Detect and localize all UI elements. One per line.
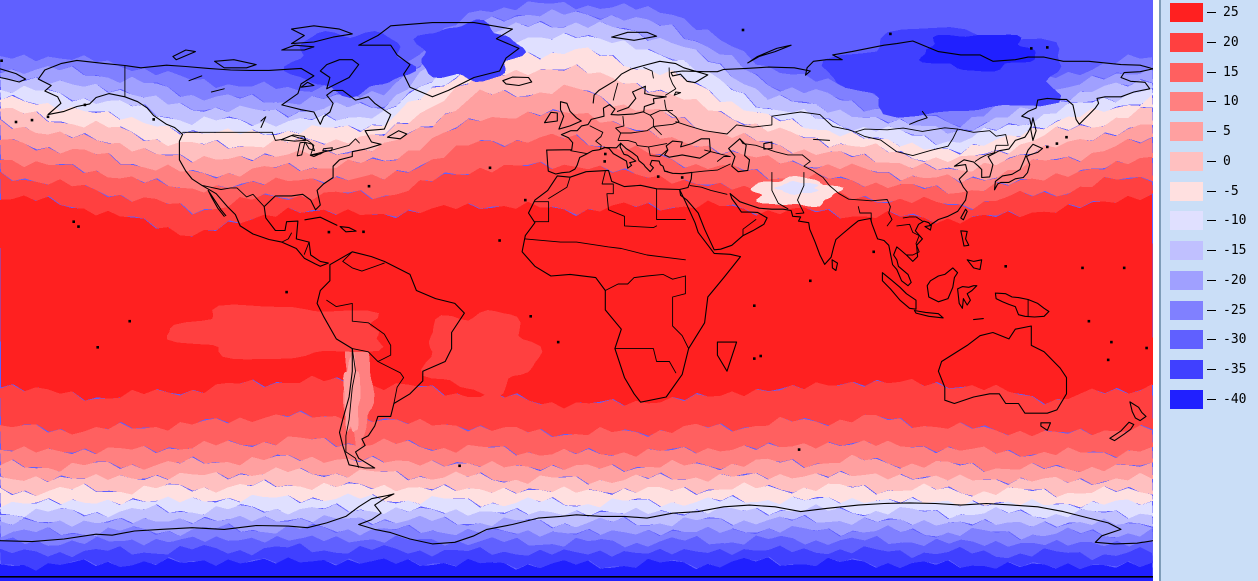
legend-swatch (1170, 151, 1203, 171)
legend-label: -20 (1223, 272, 1247, 288)
legend-tick (1207, 339, 1216, 341)
legend-label: 15 (1223, 64, 1239, 80)
legend-tick (1207, 101, 1216, 103)
legend-tick (1207, 398, 1216, 400)
legend-tick (1207, 71, 1216, 73)
world-temperature-map (0, 0, 1153, 581)
legend-swatch (1170, 270, 1203, 290)
legend-entry: 20 (1161, 32, 1258, 57)
legend-entry: 5 (1161, 122, 1258, 146)
legend-tick (1207, 190, 1216, 192)
legend-label: -30 (1223, 332, 1247, 348)
legend-swatch (1170, 3, 1203, 22)
legend-swatch (1170, 122, 1203, 141)
legend-entry: -40 (1161, 389, 1258, 414)
legend-swatch (1170, 92, 1203, 112)
legend-swatch (1170, 211, 1203, 231)
legend-entry: 10 (1161, 92, 1258, 116)
legend-swatch (1170, 360, 1203, 379)
legend-tick (1207, 369, 1216, 370)
legend-entry: -10 (1161, 211, 1258, 235)
legend-entry: -5 (1161, 181, 1258, 206)
legend-label: 0 (1223, 153, 1231, 169)
legend-entry: 0 (1161, 151, 1258, 176)
legend-label: -5 (1223, 183, 1239, 199)
legend-tick (1207, 41, 1216, 43)
legend-tick (1207, 279, 1216, 281)
legend-tick (1207, 309, 1216, 311)
legend-entry: -35 (1161, 360, 1258, 384)
legend-entry: -20 (1161, 270, 1258, 295)
legend-swatch (1170, 181, 1203, 201)
map-panel (0, 0, 1153, 581)
legend-tick (1207, 12, 1216, 13)
legend-label: -10 (1223, 213, 1247, 229)
legend-entry: -30 (1161, 330, 1258, 354)
legend-label: 25 (1223, 5, 1239, 20)
legend-tick (1207, 250, 1216, 251)
legend-entry: 25 (1161, 3, 1258, 27)
legend-label: 5 (1223, 124, 1231, 139)
legend-swatch (1170, 32, 1203, 52)
legend-swatch (1170, 300, 1203, 320)
legend-swatch (1170, 62, 1203, 82)
legend-entry: 15 (1161, 62, 1258, 87)
legend-label: -25 (1223, 302, 1247, 318)
legend-label: -35 (1223, 362, 1247, 377)
legend-label: -40 (1223, 391, 1247, 407)
legend-tick (1207, 220, 1216, 222)
legend-label: 20 (1223, 34, 1239, 50)
temperature-bands (0, 0, 1153, 581)
legend-label: -15 (1223, 243, 1247, 258)
legend-label: 10 (1223, 94, 1239, 110)
coastlines-and-borders (0, 22, 1153, 545)
map-frame-bottom (0, 576, 1153, 578)
legend-entry: -25 (1161, 300, 1258, 325)
legend-swatch (1170, 389, 1203, 409)
legend-entry: -15 (1161, 241, 1258, 265)
legend-tick (1207, 131, 1216, 132)
legend-swatch (1170, 330, 1203, 350)
legend-swatch (1170, 241, 1203, 260)
color-legend: 25 20 15 10 5 0 -5 -10 -15 -20 -25 -30 -35 -40 (1159, 0, 1258, 581)
legend-tick (1207, 160, 1216, 162)
